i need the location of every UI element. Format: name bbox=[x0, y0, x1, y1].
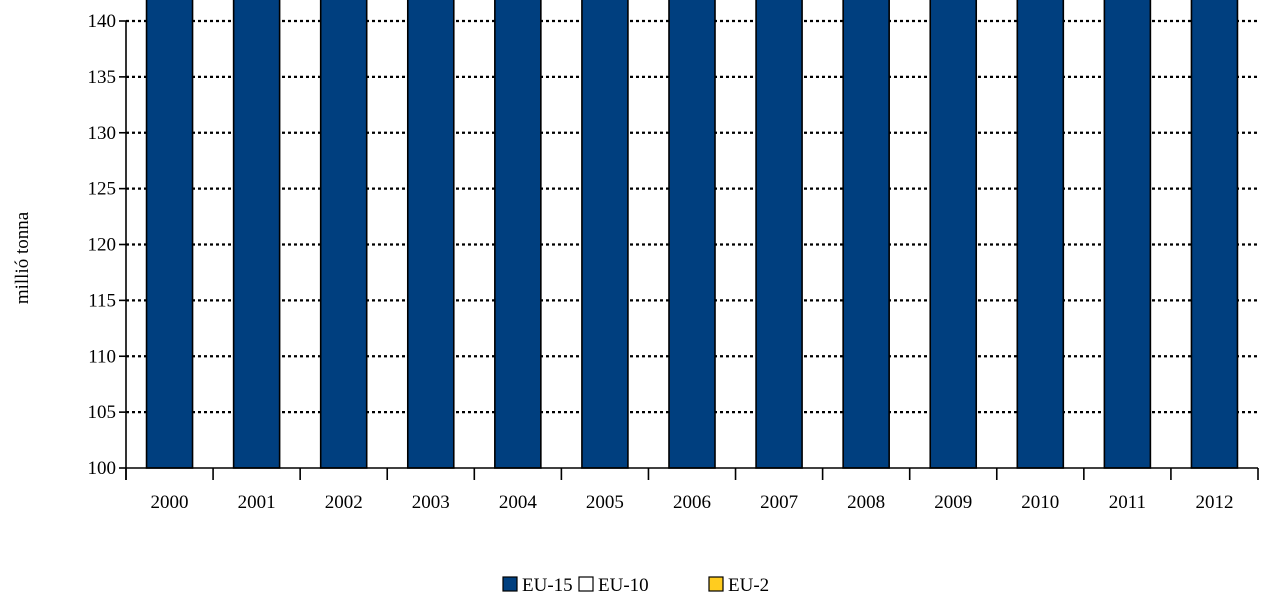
bar-eu-15-2003 bbox=[406, 0, 455, 469]
bar-eu-15-2002 bbox=[319, 0, 368, 469]
legend-swatch-eu-10 bbox=[578, 576, 594, 592]
legend: EU-15 EU-10 EU-2 bbox=[502, 575, 769, 596]
x-tick-label: 2012 bbox=[1195, 492, 1233, 513]
bar-eu-15-2007 bbox=[755, 0, 803, 469]
bar-eu-15-2004 bbox=[494, 0, 542, 469]
x-tick-label: 2010 bbox=[1021, 492, 1059, 513]
bar-eu-15-2005 bbox=[581, 0, 629, 469]
x-tick-label: 2004 bbox=[499, 492, 538, 513]
y-tick-label: 110 bbox=[88, 346, 116, 367]
legend-swatch-eu-15 bbox=[502, 576, 518, 592]
axes bbox=[119, 20, 1259, 480]
y-tick-label: 105 bbox=[88, 402, 117, 423]
x-tick-label: 2009 bbox=[934, 492, 972, 513]
legend-label-eu-2: EU-2 bbox=[728, 575, 769, 596]
bar-eu-15-2001 bbox=[232, 0, 281, 469]
x-tick-label: 2006 bbox=[673, 492, 711, 513]
y-tick-label: 115 bbox=[88, 290, 116, 311]
x-tick-label: 2008 bbox=[847, 492, 885, 513]
bar-eu-15-2006 bbox=[668, 0, 716, 469]
x-tick-label: 2002 bbox=[325, 492, 363, 513]
x-tick-label: 2005 bbox=[586, 492, 624, 513]
y-tick-label: 135 bbox=[88, 67, 117, 88]
x-tick-label: 2001 bbox=[238, 492, 276, 513]
x-tick-label: 2007 bbox=[760, 492, 798, 513]
bars bbox=[145, 0, 1239, 469]
bar-eu-15-2010 bbox=[1016, 0, 1065, 469]
y-tick-label: 130 bbox=[88, 123, 117, 144]
x-tick-label: 2000 bbox=[151, 492, 189, 513]
legend-label-eu-10: EU-10 bbox=[598, 575, 649, 596]
bar-eu-15-2011 bbox=[1103, 0, 1152, 469]
y-axis-title: millió tonna bbox=[12, 211, 33, 304]
y-tick-label: 140 bbox=[88, 11, 117, 32]
bar-eu-15-2000 bbox=[145, 0, 194, 469]
bar-eu-15-2012 bbox=[1190, 0, 1239, 469]
legend-label-eu-15: EU-15 bbox=[522, 575, 573, 596]
y-tick-label: 100 bbox=[88, 458, 117, 479]
tick-labels: 100 105 110 115 120 125 130 135 140 2000 2001 2002 2… bbox=[88, 11, 1234, 513]
bar-eu-15-2008 bbox=[842, 0, 890, 469]
x-tick-label: 2003 bbox=[412, 492, 450, 513]
x-tick-label: 2011 bbox=[1109, 492, 1146, 513]
legend-swatch-eu-2 bbox=[708, 576, 724, 592]
y-tick-label: 120 bbox=[88, 235, 117, 256]
y-tick-label: 125 bbox=[88, 179, 117, 200]
bar-eu-15-2009 bbox=[929, 0, 978, 469]
